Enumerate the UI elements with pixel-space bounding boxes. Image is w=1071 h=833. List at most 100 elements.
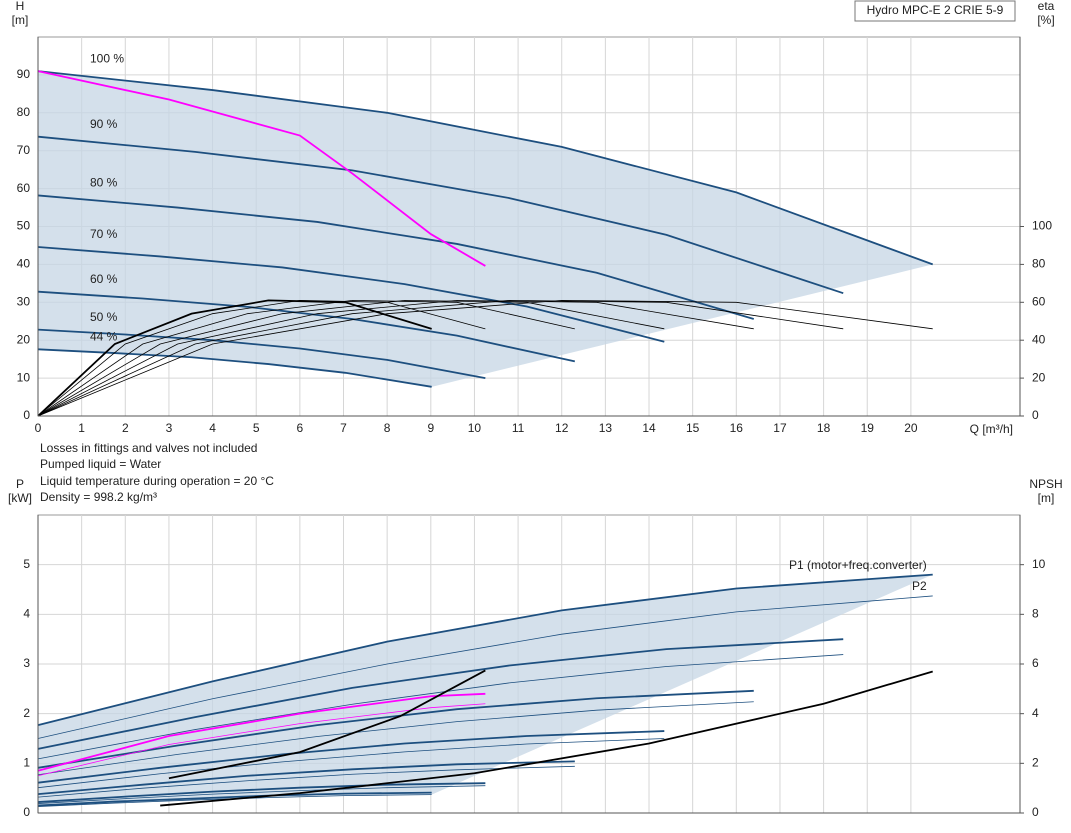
y-axis-label: P <box>16 477 24 491</box>
x-tick-label: 8 <box>384 421 391 435</box>
y2-axis-label: NPSH <box>1029 477 1062 491</box>
curve <box>37 595 933 739</box>
curve <box>37 300 665 417</box>
x-tick-label: 9 <box>427 421 434 435</box>
title-box <box>854 0 1016 22</box>
curve <box>37 638 844 750</box>
y-tick-label: 10 <box>17 370 31 384</box>
x-tick-label: 6 <box>297 421 304 435</box>
y-tick-label: 30 <box>17 294 31 308</box>
y-tick-label: 5 <box>23 557 30 571</box>
x-tick-label: 11 <box>512 421 525 435</box>
y-tick-label: 40 <box>17 257 31 271</box>
curve-label: P2 <box>912 579 927 593</box>
curve <box>37 738 665 789</box>
note: Losses in fittings and valves not includ… <box>40 441 257 455</box>
y-tick-label: 20 <box>17 332 31 346</box>
curve <box>37 765 575 798</box>
operating-area <box>38 574 933 807</box>
y-tick-label: 80 <box>17 105 31 119</box>
curve <box>37 785 486 804</box>
y2-tick-label: 0 <box>1032 408 1039 422</box>
curve <box>37 701 754 776</box>
curve-label: P1 (motor+freq.converter) <box>789 558 927 572</box>
x-tick-label: 17 <box>773 421 787 435</box>
y-tick-label: 3 <box>23 656 30 670</box>
curve-label: 60 % <box>90 272 118 286</box>
y-axis-unit: [kW] <box>8 491 32 505</box>
y2-tick-label: 8 <box>1032 607 1039 621</box>
x-tick-label: 13 <box>599 421 613 435</box>
x-tick-label: 2 <box>122 421 129 435</box>
curve <box>37 791 432 807</box>
y-tick-label: 4 <box>23 607 30 621</box>
x-tick-label: 16 <box>730 421 744 435</box>
curve <box>37 300 933 417</box>
curve <box>37 290 576 363</box>
chart-title: Hydro MPC-E 2 CRIE 5-9 <box>867 3 1004 17</box>
curve-label: 44 % <box>90 329 118 343</box>
y-tick-label: 1 <box>23 756 30 770</box>
y2-tick-label: 40 <box>1032 332 1046 346</box>
y2-tick-label: 0 <box>1032 805 1039 819</box>
x-tick-label: 0 <box>35 421 42 435</box>
y2-tick-label: 100 <box>1032 219 1052 233</box>
curve <box>37 300 486 417</box>
curve <box>37 703 486 777</box>
note: Pumped liquid = Water <box>40 457 161 471</box>
x-tick-label: 15 <box>686 421 700 435</box>
curve <box>37 70 934 266</box>
y2-tick-label: 2 <box>1032 756 1039 770</box>
y-tick-label: 50 <box>17 219 31 233</box>
x-tick-label: 10 <box>468 421 482 435</box>
x-tick-label: 12 <box>555 421 569 435</box>
curve <box>37 730 665 784</box>
curve <box>37 300 754 417</box>
y-tick-label: 0 <box>23 805 30 819</box>
curve <box>37 654 844 760</box>
y2-axis-unit: [m] <box>1038 491 1055 505</box>
curve <box>37 692 486 772</box>
x-tick-label: 5 <box>253 421 260 435</box>
x-tick-label: 20 <box>904 421 918 435</box>
curve-label: 70 % <box>90 227 118 241</box>
y2-tick-label: 80 <box>1032 257 1046 271</box>
curve <box>37 689 754 769</box>
curve-label: 50 % <box>90 310 118 324</box>
y2-axis-unit: [%] <box>1037 13 1054 27</box>
x-tick-label: 18 <box>817 421 831 435</box>
curve <box>37 300 844 417</box>
y-tick-label: 0 <box>23 408 30 422</box>
y-tick-label: 70 <box>17 143 31 157</box>
note: Density = 998.2 kg/m³ <box>40 490 157 504</box>
x-tick-label: 4 <box>209 421 216 435</box>
y2-tick-label: 6 <box>1032 656 1039 670</box>
curve-label: 90 % <box>90 117 118 131</box>
curve <box>168 669 486 780</box>
curve <box>37 348 432 388</box>
curve <box>160 670 933 807</box>
x-tick-label: 3 <box>166 421 173 435</box>
y2-axis-label: eta <box>1038 0 1055 13</box>
y2-tick-label: 60 <box>1032 294 1046 308</box>
curve <box>37 328 486 379</box>
y-tick-label: 2 <box>23 706 30 720</box>
y2-tick-label: 10 <box>1032 557 1046 571</box>
x-tick-label: 1 <box>78 421 85 435</box>
curve <box>37 573 933 726</box>
curve <box>37 246 665 343</box>
y-tick-label: 60 <box>17 181 31 195</box>
x-tick-label: 19 <box>861 421 875 435</box>
curve <box>37 300 575 417</box>
y2-tick-label: 4 <box>1032 706 1039 720</box>
curve-label: 80 % <box>90 176 118 190</box>
y-axis-label: H <box>16 0 25 13</box>
y2-tick-label: 20 <box>1032 370 1046 384</box>
curve <box>37 194 755 320</box>
x-tick-label: 7 <box>340 421 347 435</box>
curve <box>37 135 844 295</box>
x-tick-label: 14 <box>642 421 656 435</box>
curve <box>37 70 486 267</box>
curve <box>37 782 486 803</box>
